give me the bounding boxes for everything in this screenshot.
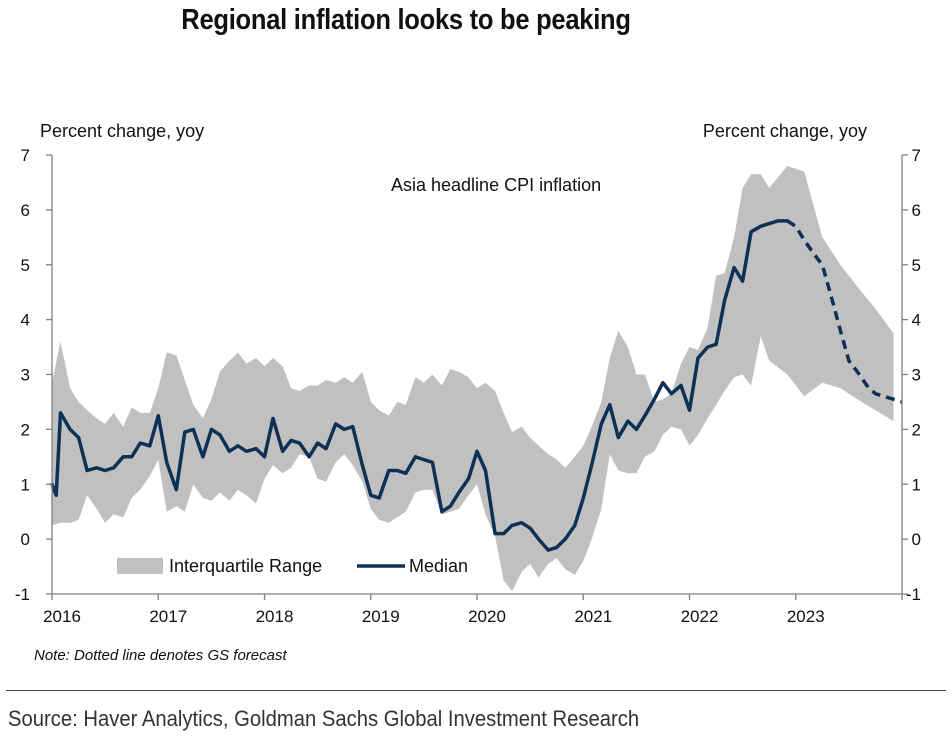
y-tick-label-right: 1 <box>912 475 921 494</box>
x-tick-label: 2021 <box>574 607 612 626</box>
x-tick-label: 2016 <box>43 607 81 626</box>
legend-range-label: Interquartile Range <box>169 556 322 576</box>
axes <box>46 154 908 600</box>
chart-note: Note: Dotted line denotes GS forecast <box>34 647 287 664</box>
legend-range-swatch <box>117 558 163 574</box>
y-tick-label-right: 6 <box>912 201 921 220</box>
median-forecast-line <box>786 219 903 404</box>
legend-median-label: Median <box>409 556 468 576</box>
x-tick-label: 2023 <box>787 607 825 626</box>
source-divider <box>6 690 946 691</box>
interquartile-range-band <box>52 166 894 592</box>
y-tick-label-left: 0 <box>21 530 30 549</box>
legend: Interquartile Range Median <box>117 556 468 576</box>
source-text: Source: Haver Analytics, Goldman Sachs G… <box>8 706 640 731</box>
x-tick-label: 2019 <box>362 607 400 626</box>
y-tick-label-right: 0 <box>912 530 921 549</box>
y-tick-label-left: 4 <box>21 311 30 330</box>
y-tick-label-left: 1 <box>21 475 30 494</box>
chart-annotation: Asia headline CPI inflation <box>391 175 601 195</box>
chart-title: Regional inflation looks to be peaking <box>181 4 631 36</box>
x-tick-label: 2020 <box>468 607 506 626</box>
y-tick-label-right: 3 <box>912 366 921 385</box>
y-tick-label-right: -1 <box>906 585 921 604</box>
y-tick-label-left: 2 <box>21 420 30 439</box>
x-tick-label: 2018 <box>256 607 294 626</box>
y-tick-label-left: 3 <box>21 366 30 385</box>
right-axis-title: Percent change, yoy <box>703 121 867 141</box>
median-line <box>50 219 790 552</box>
y-tick-label-left: 6 <box>21 201 30 220</box>
y-tick-label-left: -1 <box>15 585 30 604</box>
median-layer <box>50 219 903 552</box>
y-tick-label-right: 2 <box>912 420 921 439</box>
tick-labels: -1 -1 0 0 1 1 2 2 3 3 4 4 5 5 6 6 7 7 2016 2017 2018 2019 2020… <box>15 146 921 626</box>
y-tick-label-right: 7 <box>912 146 921 165</box>
y-tick-label-left: 5 <box>21 256 30 275</box>
x-tick-label: 2022 <box>681 607 719 626</box>
y-tick-label-left: 7 <box>21 146 30 165</box>
range-layer <box>52 166 894 592</box>
y-tick-label-right: 4 <box>912 311 921 330</box>
x-tick-label: 2017 <box>149 607 187 626</box>
y-tick-label-right: 5 <box>912 256 921 275</box>
left-axis-title: Percent change, yoy <box>40 121 204 141</box>
